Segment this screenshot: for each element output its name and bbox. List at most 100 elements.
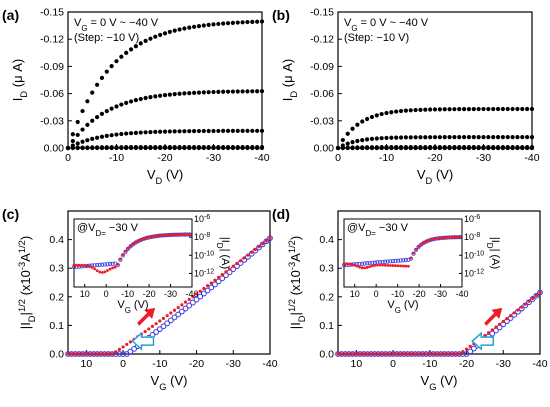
data-point xyxy=(358,352,362,356)
series-vg-30 xyxy=(335,135,535,151)
data-point xyxy=(225,21,231,26)
x-axis-label: VG (V) xyxy=(151,373,188,392)
data-point xyxy=(463,351,470,357)
data-point xyxy=(529,296,536,302)
data-point xyxy=(92,352,96,356)
data-point xyxy=(209,281,213,285)
data-point xyxy=(118,257,122,261)
data-point xyxy=(235,89,240,94)
data-point xyxy=(505,144,510,150)
data-point xyxy=(93,267,96,271)
data-point xyxy=(418,144,423,150)
data-point xyxy=(432,237,436,241)
data-point xyxy=(423,144,428,150)
data-point xyxy=(365,116,370,122)
data-point xyxy=(359,261,365,266)
data-point xyxy=(378,263,382,267)
inset-x-tick-label: -30 xyxy=(164,289,177,299)
data-point xyxy=(180,233,184,236)
data-point xyxy=(422,241,426,245)
data-point xyxy=(336,352,340,356)
data-point xyxy=(471,144,476,150)
data-point xyxy=(206,144,211,150)
data-point xyxy=(462,144,467,150)
data-point xyxy=(268,236,272,240)
data-point xyxy=(428,107,433,112)
data-point xyxy=(124,145,129,150)
data-point xyxy=(442,352,447,356)
data-point xyxy=(437,144,442,150)
data-point xyxy=(187,91,192,96)
x-axis-label: VG (V) xyxy=(421,373,458,392)
data-point xyxy=(428,352,432,356)
data-point xyxy=(75,141,80,146)
data-point xyxy=(350,145,355,150)
data-point xyxy=(347,262,351,266)
annotation-vg-range: VG = 0 V ~ −40 V xyxy=(344,17,429,33)
data-point xyxy=(379,136,384,141)
data-point xyxy=(187,25,192,30)
data-point xyxy=(167,92,172,97)
inset-frame xyxy=(73,218,193,288)
x-tick-label: -30 xyxy=(476,152,491,164)
data-point xyxy=(394,135,399,140)
data-point xyxy=(505,106,510,112)
data-point xyxy=(406,264,410,268)
data-point xyxy=(447,135,452,140)
data-point xyxy=(437,135,442,140)
data-point xyxy=(510,106,515,112)
y-tick-label: 0.0 xyxy=(49,349,64,361)
data-point xyxy=(82,264,86,267)
data-point xyxy=(221,144,226,150)
data-point xyxy=(80,127,85,132)
data-point xyxy=(250,250,254,254)
y-tick-label: 0.0 xyxy=(319,349,334,361)
data-point xyxy=(90,90,95,95)
data-point xyxy=(124,100,129,106)
data-point xyxy=(347,352,351,356)
data-point xyxy=(259,19,265,24)
data-point xyxy=(435,352,439,356)
x-tick-label: 10 xyxy=(351,358,363,370)
y-tick-label: 0.2 xyxy=(49,291,64,303)
data-point xyxy=(376,352,380,356)
data-point xyxy=(95,82,100,87)
data-point xyxy=(379,145,384,150)
annotation-vg-range: VG = 0 V ~ −40 V xyxy=(74,17,159,33)
x-tick-label: -20 xyxy=(427,152,442,164)
data-point xyxy=(384,352,388,356)
data-point xyxy=(446,352,450,356)
data-point xyxy=(128,145,134,150)
data-point xyxy=(235,20,240,25)
inset-y-tick-label: 10-12 xyxy=(194,268,214,279)
forward-sweep-arrow xyxy=(137,307,156,326)
data-point xyxy=(108,267,112,271)
data-point xyxy=(70,352,74,356)
data-point xyxy=(467,348,474,355)
data-point xyxy=(453,235,457,239)
inset-y-tick-label: 10-6 xyxy=(194,214,210,225)
data-point xyxy=(196,90,202,95)
data-point xyxy=(143,130,148,135)
data-point xyxy=(476,135,481,140)
data-point xyxy=(189,299,196,306)
y-tick-label: 0.00 xyxy=(314,143,335,155)
inset-log-transfer: 10 0 -10 -20 -30 -40 10-6 10-8 10-10 10-12 @VD= −3… xyxy=(71,214,231,315)
data-point xyxy=(225,128,231,133)
data-point xyxy=(119,145,124,150)
y-tick-label: 0.1 xyxy=(49,320,64,332)
data-point xyxy=(396,264,400,268)
x-tick-label: 0 xyxy=(65,152,71,164)
data-point xyxy=(216,89,221,94)
data-point xyxy=(109,64,114,69)
annotation-step: (Step: −10 V) xyxy=(74,32,139,44)
data-point xyxy=(529,135,535,140)
data-point xyxy=(80,263,84,267)
data-point xyxy=(120,351,126,357)
data-point xyxy=(139,238,143,242)
data-point xyxy=(398,258,403,263)
data-point xyxy=(432,107,438,112)
data-point xyxy=(512,311,516,315)
data-point xyxy=(462,135,467,140)
data-point xyxy=(178,233,181,237)
